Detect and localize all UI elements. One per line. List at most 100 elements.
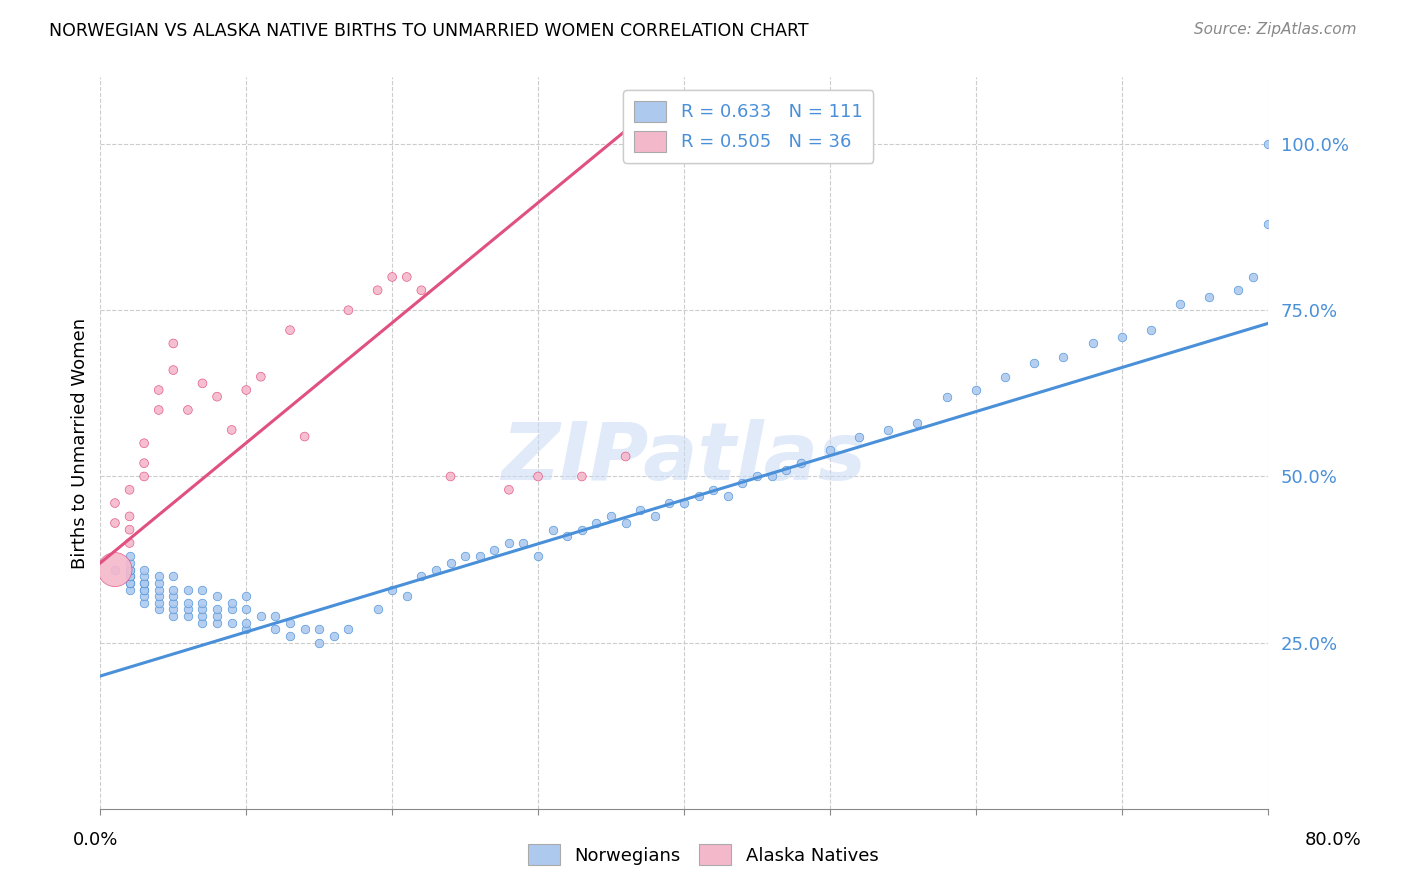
Point: [1024, 356, 1046, 370]
Point: [935, 390, 957, 404]
Point: [235, 623, 257, 637]
Point: [118, 536, 141, 550]
Point: [614, 516, 637, 530]
Point: [367, 283, 389, 297]
Point: [205, 609, 228, 624]
Point: [162, 589, 184, 603]
Point: [148, 403, 170, 417]
Point: [148, 582, 170, 597]
Point: [162, 363, 184, 377]
Point: [134, 582, 156, 597]
Point: [775, 463, 797, 477]
Point: [308, 636, 330, 650]
Point: [337, 623, 360, 637]
Point: [337, 303, 360, 318]
Point: [134, 596, 156, 610]
Point: [1168, 296, 1191, 310]
Point: [118, 563, 141, 577]
Point: [1111, 330, 1133, 344]
Point: [118, 575, 141, 590]
Point: [177, 602, 200, 616]
Point: [134, 575, 156, 590]
Point: [731, 476, 754, 491]
Point: [118, 569, 141, 583]
Point: [1081, 336, 1104, 351]
Point: [134, 589, 156, 603]
Point: [221, 423, 243, 437]
Point: [381, 582, 404, 597]
Point: [134, 569, 156, 583]
Point: [162, 602, 184, 616]
Point: [191, 596, 214, 610]
Point: [177, 596, 200, 610]
Point: [994, 369, 1017, 384]
Point: [235, 615, 257, 630]
Point: [381, 269, 404, 284]
Point: [877, 423, 900, 437]
Text: 0.0%: 0.0%: [73, 831, 118, 849]
Point: [221, 602, 243, 616]
Point: [789, 456, 811, 470]
Point: [118, 549, 141, 564]
Point: [235, 602, 257, 616]
Point: [1241, 269, 1264, 284]
Point: [498, 536, 520, 550]
Point: [745, 469, 768, 483]
Point: [264, 623, 287, 637]
Point: [527, 549, 550, 564]
Point: [104, 516, 127, 530]
Legend: R = 0.633   N = 111, R = 0.505   N = 36: R = 0.633 N = 111, R = 0.505 N = 36: [623, 90, 873, 162]
Point: [541, 523, 564, 537]
Point: [1198, 290, 1220, 304]
Text: 80.0%: 80.0%: [1305, 831, 1361, 849]
Point: [250, 609, 273, 624]
Point: [162, 609, 184, 624]
Point: [585, 516, 607, 530]
Point: [1227, 283, 1250, 297]
Point: [439, 556, 461, 570]
Point: [425, 563, 447, 577]
Point: [294, 429, 316, 443]
Point: [454, 549, 477, 564]
Point: [411, 569, 433, 583]
Point: [395, 589, 418, 603]
Point: [118, 509, 141, 524]
Point: [191, 615, 214, 630]
Point: [1257, 217, 1279, 231]
Point: [118, 556, 141, 570]
Point: [717, 490, 740, 504]
Point: [205, 390, 228, 404]
Point: [512, 536, 534, 550]
Point: [702, 483, 724, 497]
Point: [134, 469, 156, 483]
Point: [498, 483, 520, 497]
Text: Source: ZipAtlas.com: Source: ZipAtlas.com: [1194, 22, 1357, 37]
Text: ZIPatlas: ZIPatlas: [502, 419, 866, 497]
Point: [555, 529, 578, 543]
Point: [468, 549, 491, 564]
Point: [221, 615, 243, 630]
Point: [177, 403, 200, 417]
Point: [134, 575, 156, 590]
Point: [250, 369, 273, 384]
Y-axis label: Births to Unmarried Women: Births to Unmarried Women: [72, 318, 89, 569]
Point: [104, 496, 127, 510]
Point: [177, 609, 200, 624]
Point: [965, 383, 987, 397]
Point: [395, 269, 418, 284]
Point: [235, 383, 257, 397]
Point: [177, 582, 200, 597]
Point: [162, 596, 184, 610]
Point: [614, 450, 637, 464]
Point: [484, 542, 506, 557]
Point: [628, 502, 651, 516]
Point: [148, 596, 170, 610]
Point: [672, 496, 695, 510]
Text: NORWEGIAN VS ALASKA NATIVE BIRTHS TO UNMARRIED WOMEN CORRELATION CHART: NORWEGIAN VS ALASKA NATIVE BIRTHS TO UNM…: [49, 22, 808, 40]
Point: [148, 589, 170, 603]
Point: [688, 490, 710, 504]
Point: [162, 336, 184, 351]
Point: [148, 602, 170, 616]
Point: [118, 483, 141, 497]
Point: [278, 323, 301, 337]
